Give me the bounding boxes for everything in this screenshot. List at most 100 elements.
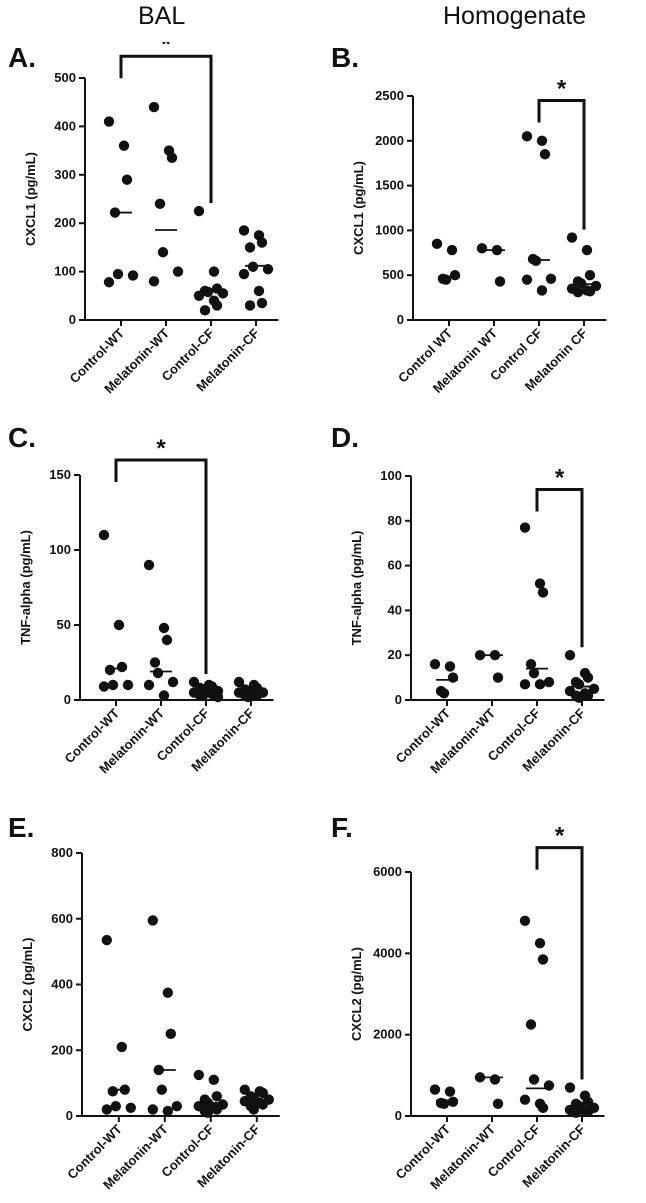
data-point: [161, 634, 173, 646]
data-point: [244, 300, 256, 311]
y-tick-label: 6000: [373, 864, 402, 879]
data-point: [534, 937, 546, 949]
y-tick-label: 1000: [375, 222, 404, 237]
y-tick-label: 200: [51, 1042, 73, 1057]
data-point: [233, 676, 245, 688]
data-point: [113, 619, 125, 631]
data-point: [98, 529, 110, 541]
data-point: [253, 285, 265, 297]
data-point: [244, 242, 256, 253]
y-axis-label: CXCL1 (pg/mL): [351, 161, 366, 255]
y-axis-label: TNF-alpha (pg/mL): [18, 530, 33, 645]
data-point: [582, 690, 594, 701]
data-point: [581, 244, 593, 256]
y-tick-label: 1500: [375, 178, 404, 193]
significance-star: *: [161, 42, 171, 58]
y-tick-label: 50: [57, 617, 71, 632]
y-tick-label: 4000: [373, 945, 402, 960]
significance-bracket: [114, 458, 208, 674]
data-point: [193, 205, 205, 217]
chart-panel-e: E. 0 200 400 600 800 CXCL2 (pg/mL) Control-WT M…: [0, 812, 323, 1203]
panel-label: C.: [8, 422, 36, 453]
data-point: [521, 131, 533, 142]
data-point: [147, 1104, 158, 1115]
data-point: [208, 1074, 219, 1086]
data-point: [193, 290, 205, 301]
data-point: [148, 276, 160, 287]
data-point: [431, 238, 443, 250]
chart-panel-d: D. 0 20 40 60 80 100 TNF-alpha (pg/mL) Control-…: [323, 422, 646, 817]
data-point: [202, 1107, 213, 1118]
data-point: [566, 232, 578, 243]
data-point: [570, 1107, 582, 1118]
significance-bracket: [535, 846, 584, 1080]
data-point: [211, 1091, 222, 1102]
y-tick-label: 500: [54, 70, 76, 85]
data-point: [211, 1104, 222, 1115]
data-point: [143, 679, 155, 691]
data-point: [440, 274, 452, 285]
data-point: [107, 1086, 119, 1097]
data-point: [248, 1104, 259, 1115]
data-point: [537, 1102, 549, 1114]
significance-star: *: [555, 464, 565, 491]
y-tick-label: 500: [382, 267, 404, 282]
data-point: [257, 1099, 268, 1110]
y-tick-label: 0: [395, 692, 402, 707]
chart-panel-a: A. 0 100 200 300 400 500 CXCL1 (pg/mL) Control-…: [0, 31, 323, 427]
data-point: [447, 672, 459, 683]
data-point: [166, 152, 178, 164]
data-point: [539, 149, 551, 160]
panel-label: D.: [331, 422, 359, 453]
data-point: [247, 261, 259, 272]
data-point: [494, 276, 506, 287]
y-axis-label: CXCL2 (pg/mL): [20, 938, 35, 1032]
panel-label: F.: [331, 812, 353, 843]
data-point: [238, 268, 250, 280]
data-point: [492, 672, 504, 683]
y-tick-label: 200: [54, 215, 76, 230]
column-title-homogenate: Homogenate: [443, 2, 587, 30]
data-point: [238, 225, 250, 236]
y-tick-label: 100: [380, 468, 402, 483]
data-point: [199, 305, 211, 316]
panel-label: A.: [8, 42, 36, 73]
y-tick-label: 400: [54, 118, 76, 133]
y-axis-label: TNF-alpha (pg/mL): [349, 531, 364, 646]
data-point: [149, 657, 161, 668]
y-tick-label: 150: [49, 467, 71, 482]
data-point: [239, 1084, 250, 1095]
y-tick-label: 2000: [373, 1027, 402, 1042]
data-point: [545, 273, 557, 284]
data-point: [127, 270, 139, 281]
data-point: [438, 688, 450, 699]
data-point: [143, 559, 155, 571]
data-point: [101, 1104, 113, 1115]
y-tick-label: 600: [51, 911, 73, 926]
data-point: [536, 135, 548, 146]
data-point: [98, 681, 110, 692]
data-point: [525, 1019, 537, 1030]
data-point: [256, 297, 268, 309]
data-point: [112, 268, 124, 280]
data-point: [162, 1105, 173, 1117]
y-tick-label: 80: [388, 513, 402, 528]
data-point: [534, 679, 546, 690]
y-tick-label: 100: [54, 264, 76, 279]
data-point: [154, 198, 166, 210]
data-point: [257, 1087, 268, 1099]
data-point: [429, 1084, 441, 1095]
data-point: [534, 578, 546, 589]
data-point: [564, 1082, 576, 1093]
data-point: [519, 679, 531, 690]
data-point: [446, 244, 458, 256]
data-point: [116, 661, 128, 673]
data-point: [162, 987, 173, 998]
significance-star: *: [557, 75, 567, 102]
data-point: [156, 1084, 167, 1095]
data-point: [429, 658, 441, 670]
